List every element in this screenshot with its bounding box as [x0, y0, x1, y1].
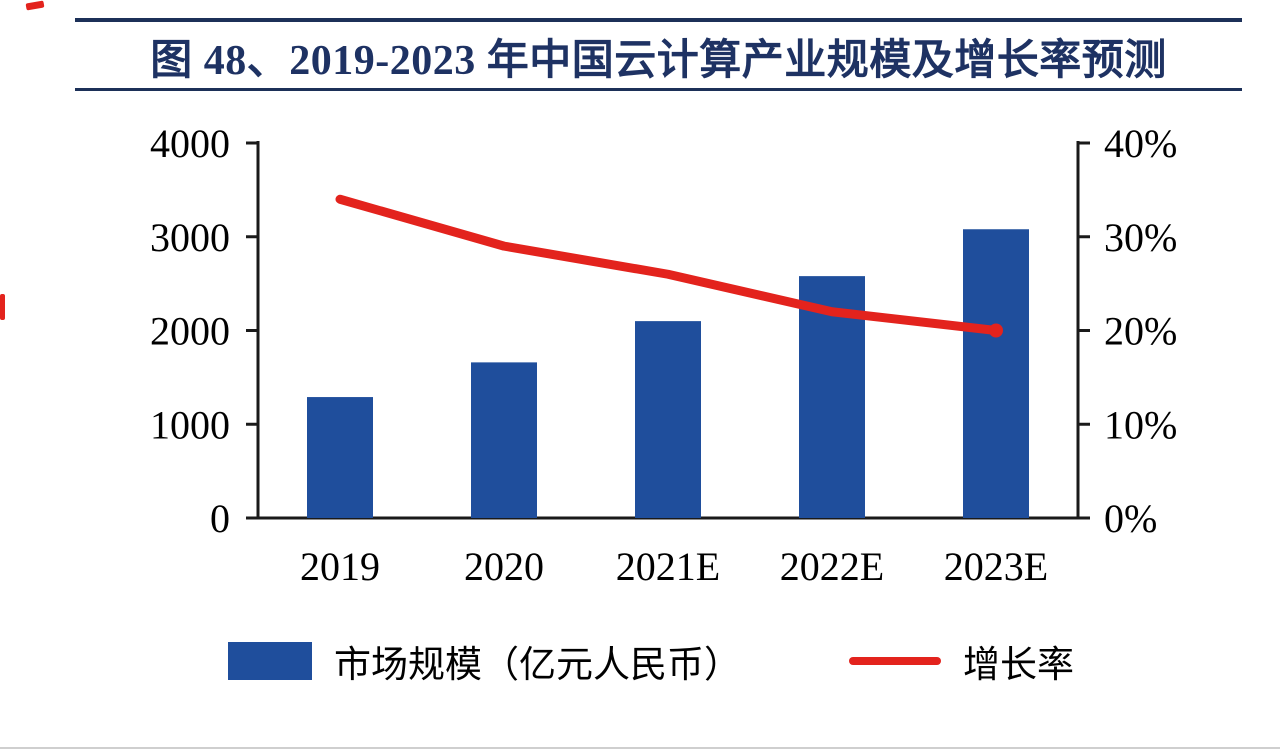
figure-title: 图 48、2019-2023 年中国云计算产业规模及增长率预测: [150, 38, 1167, 84]
x-axis-category-label: 2019: [300, 544, 380, 589]
page-bottom-rule: [0, 747, 1280, 749]
left-axis-tick-label: 4000: [150, 121, 230, 166]
right-axis-tick-label: 10%: [1104, 402, 1177, 447]
x-axis-category-label: 2020: [464, 544, 544, 589]
growth-rate-line: [335, 194, 1001, 335]
right-axis-tick-label: 40%: [1104, 121, 1177, 166]
x-axis-category-label: 2021E: [616, 544, 720, 589]
legend-label-market-size: 市场规模（亿元人民币）: [334, 645, 741, 686]
left-axis-tick-label: 1000: [150, 402, 230, 447]
legend-item-market-size: 市场规模（亿元人民币）: [228, 634, 741, 688]
red-scan-mark-left: [0, 294, 5, 320]
chart-legend: 市场规模（亿元人民币） 增长率: [228, 634, 1074, 688]
header-top-rule: [75, 18, 1242, 22]
bar-2021E: [635, 321, 701, 518]
x-axis-category-label: 2023E: [944, 544, 1048, 589]
right-axis-tick-label: 0%: [1104, 496, 1157, 541]
legend-item-growth-rate: 增长率: [849, 634, 1074, 688]
right-axis-tick-label: 30%: [1104, 215, 1177, 260]
header-bottom-rule: [75, 88, 1242, 91]
x-axis-category-label: 2022E: [780, 544, 884, 589]
growth-rate-line-endpoint: [989, 323, 1003, 338]
bar-2019: [307, 397, 373, 518]
bar-series-swatch-icon: [228, 642, 312, 680]
right-axis-tick-label: 20%: [1104, 309, 1177, 354]
left-axis-tick-label: 3000: [150, 215, 230, 260]
line-series-swatch-icon: [849, 657, 941, 665]
bar-2023E: [963, 229, 1029, 518]
left-axis-tick-label: 2000: [150, 309, 230, 354]
legend-label-growth-rate: 增长率: [963, 645, 1074, 686]
bar-2020: [471, 362, 537, 518]
left-axis-tick-label: 0: [210, 496, 230, 541]
